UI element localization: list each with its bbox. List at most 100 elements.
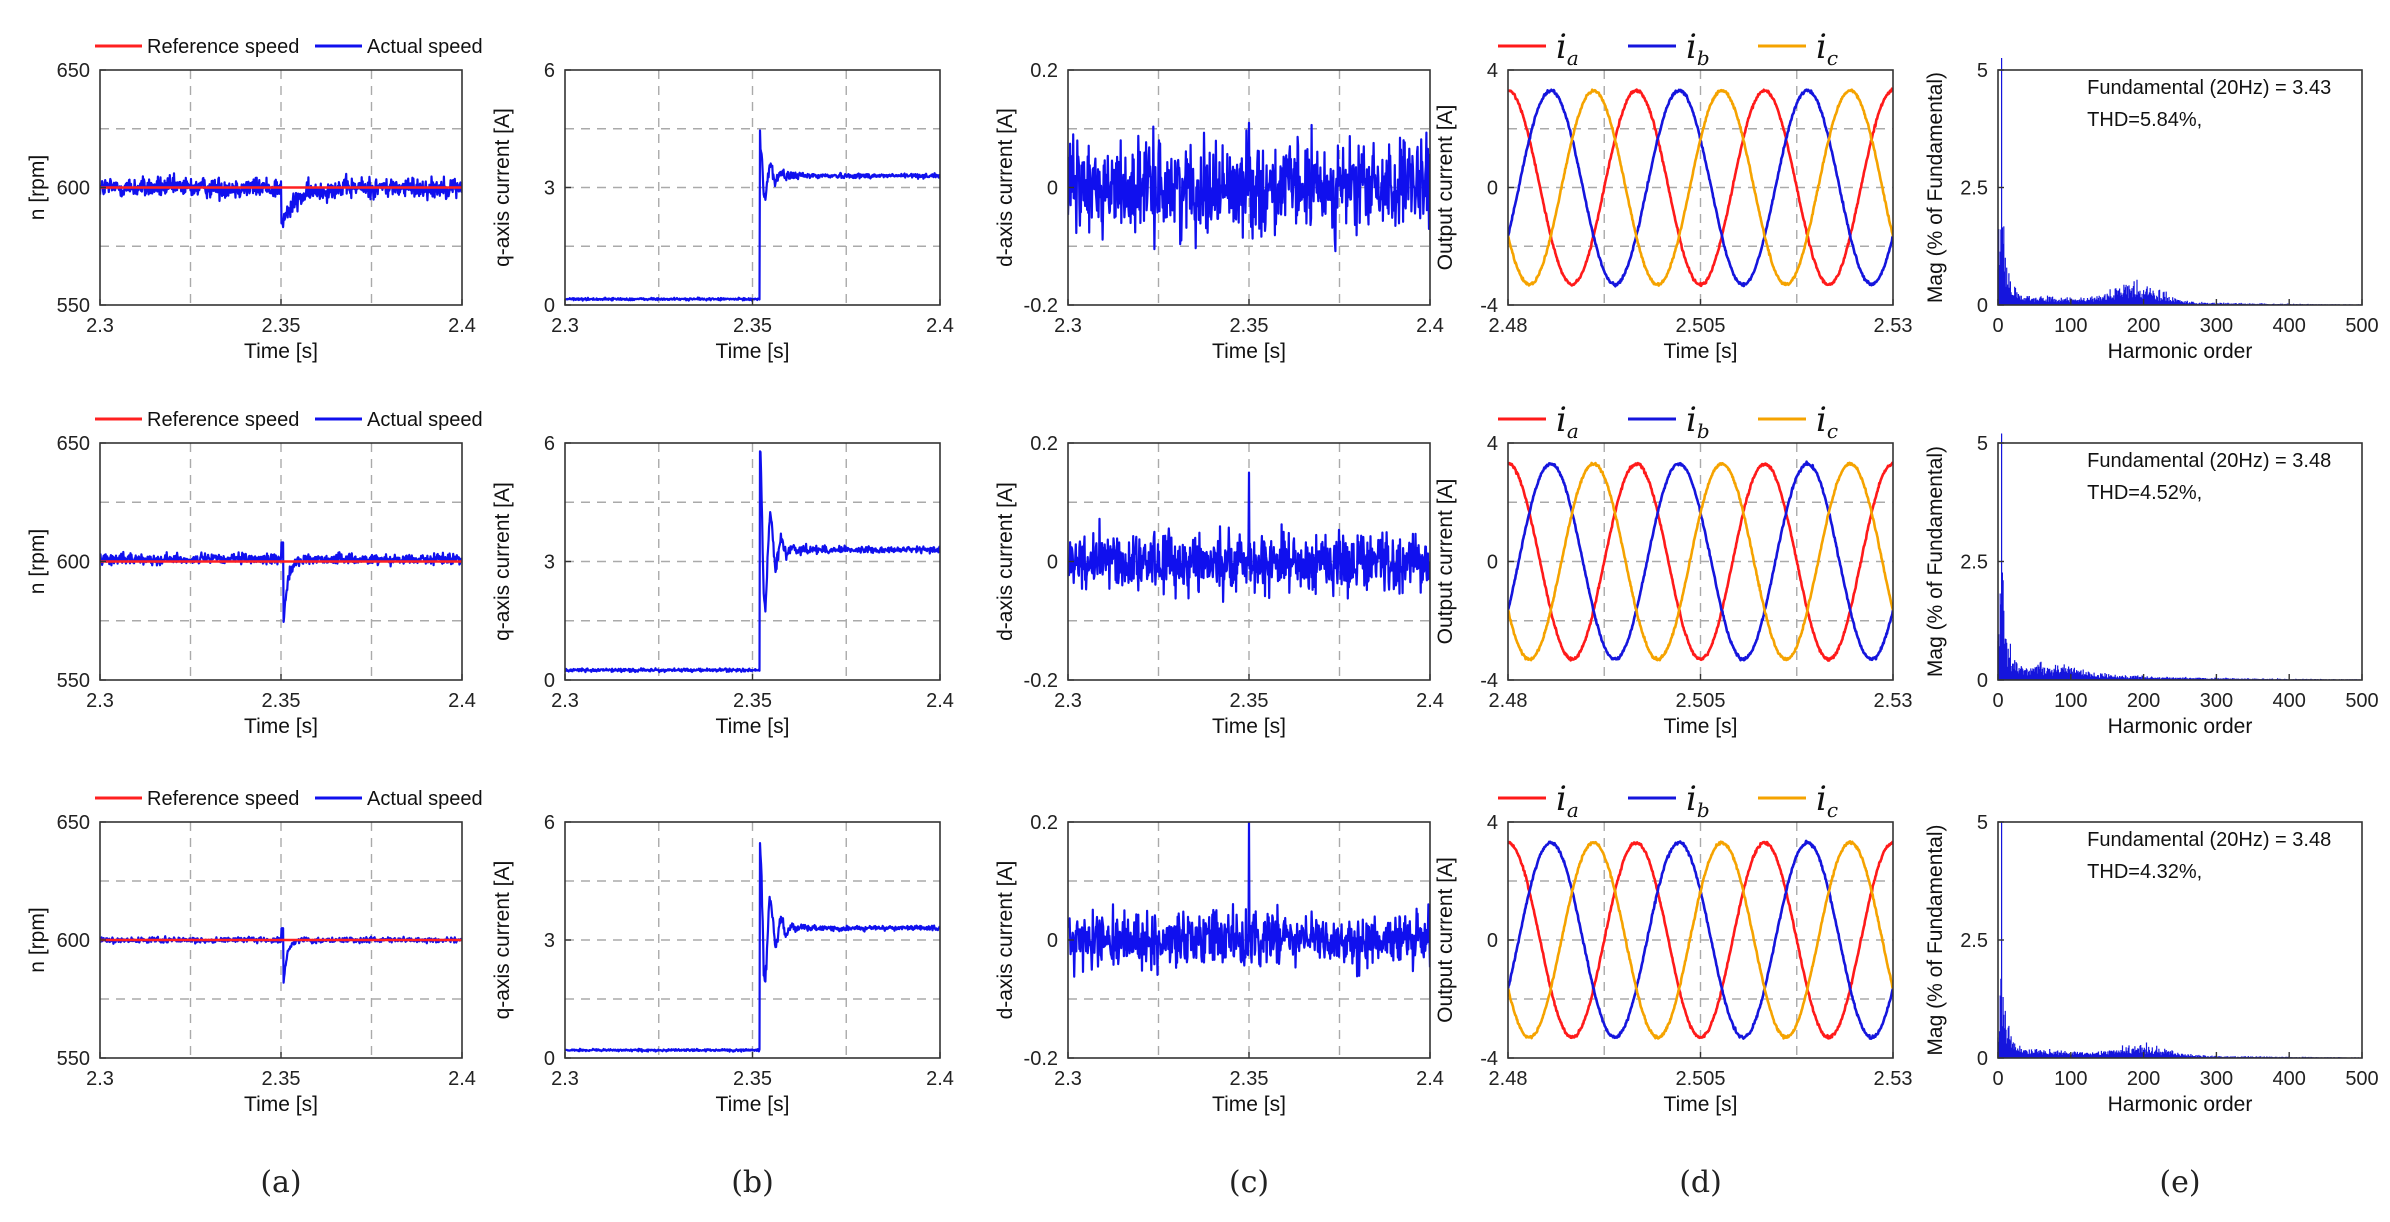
y-axis-label: Mag (% of Fundamental) bbox=[1924, 824, 1947, 1055]
x-axis-label: Time [s] bbox=[1212, 340, 1286, 363]
y-tick-label: 6 bbox=[544, 812, 555, 834]
panel-caption: (c) bbox=[1229, 1165, 1269, 1200]
series-line-ic bbox=[1508, 840, 1893, 1040]
series-line-ia bbox=[1508, 461, 1893, 662]
y-tick-label: 2.5 bbox=[1960, 930, 1988, 952]
x-tick-label: 0 bbox=[1992, 690, 2003, 712]
y-axis-label: q-axis current [A] bbox=[491, 108, 514, 267]
y-tick-label: 0 bbox=[544, 295, 555, 317]
x-axis-label: Harmonic order bbox=[2108, 715, 2253, 738]
y-tick-label: 0 bbox=[1977, 295, 1988, 317]
x-tick-label: 2.3 bbox=[86, 315, 114, 337]
series-line-ia bbox=[1508, 87, 1893, 288]
y-tick-label: 4 bbox=[1487, 433, 1498, 455]
x-axis-label: Time [s] bbox=[1212, 715, 1286, 738]
x-tick-label: 2.35 bbox=[262, 690, 301, 712]
x-tick-label: 2.35 bbox=[1230, 690, 1269, 712]
x-tick-label: 0 bbox=[1992, 315, 2003, 337]
x-tick-label: 2.3 bbox=[86, 1068, 114, 1090]
x-axis-label: Time [s] bbox=[1664, 1093, 1738, 1116]
panel-c1: 2.3 2.35 2.4 -0.2 0 0.2 Time [s] d-axis current… bbox=[994, 60, 1444, 363]
y-tick-label: 3 bbox=[544, 930, 555, 952]
panel-caption: (a) bbox=[260, 1165, 301, 1200]
y-tick-label: 650 bbox=[57, 812, 90, 834]
y-axis-label: d-axis current [A] bbox=[994, 482, 1017, 641]
panel-caption: (b) bbox=[731, 1165, 774, 1200]
y-tick-label: 6 bbox=[544, 433, 555, 455]
legend-label-ib: ib bbox=[1686, 779, 1710, 822]
x-axis-label: Time [s] bbox=[1664, 340, 1738, 363]
x-tick-label: 400 bbox=[2273, 315, 2306, 337]
panel-b1: 2.3 2.35 2.4 0 3 6 Time [s] q-axis current [A] bbox=[491, 60, 954, 363]
x-tick-label: 2.53 bbox=[1874, 315, 1913, 337]
x-axis-label: Time [s] bbox=[1212, 1093, 1286, 1116]
thd-annotation: THD=4.52%, bbox=[2087, 482, 2202, 504]
y-tick-label: 0 bbox=[1487, 552, 1498, 574]
y-tick-label: -4 bbox=[1480, 1048, 1498, 1070]
axes-frame bbox=[1997, 69, 2363, 306]
y-tick-label: 0 bbox=[1977, 1048, 1988, 1070]
x-tick-label: 200 bbox=[2127, 315, 2160, 337]
y-tick-label: 2.5 bbox=[1960, 552, 1988, 574]
x-tick-label: 500 bbox=[2345, 315, 2378, 337]
y-tick-label: 600 bbox=[57, 930, 90, 952]
legend-label-actual: Actual speed bbox=[367, 788, 483, 810]
panel-caption: (d) bbox=[1679, 1165, 1722, 1200]
y-axis-label: q-axis current [A] bbox=[491, 482, 514, 641]
panel-b3: 2.3 2.35 2.4 0 3 6 Time [s] q-axis current [A] bbox=[491, 812, 954, 1116]
panel-c2: 2.3 2.35 2.4 -0.2 0 0.2 Time [s] d-axis current… bbox=[994, 433, 1444, 738]
y-tick-label: 2.5 bbox=[1960, 178, 1988, 200]
x-tick-label: 2.3 bbox=[1054, 690, 1082, 712]
legend-label-reference: Reference speed bbox=[147, 788, 299, 810]
axes-frame bbox=[1997, 442, 2363, 681]
x-axis-label: Time [s] bbox=[244, 715, 318, 738]
y-tick-label: 0 bbox=[544, 1048, 555, 1070]
x-axis-label: Harmonic order bbox=[2108, 1093, 2253, 1116]
x-axis-label: Time [s] bbox=[244, 1093, 318, 1116]
x-tick-label: 100 bbox=[2054, 315, 2087, 337]
series-line-id bbox=[1068, 471, 1430, 603]
x-tick-label: 2.505 bbox=[1675, 690, 1725, 712]
x-tick-label: 2.4 bbox=[926, 315, 954, 337]
y-tick-label: 550 bbox=[57, 670, 90, 692]
x-tick-label: 2.4 bbox=[448, 315, 476, 337]
legend-label-ib: ib bbox=[1686, 400, 1710, 443]
x-tick-label: 2.35 bbox=[262, 315, 301, 337]
series-line-ic bbox=[1508, 461, 1893, 662]
x-tick-label: 2.4 bbox=[1416, 690, 1444, 712]
series-line-actual-speed bbox=[100, 172, 462, 229]
panel-caption: (e) bbox=[2159, 1165, 2200, 1200]
y-tick-label: 0 bbox=[1047, 178, 1058, 200]
thd-annotation: THD=4.32%, bbox=[2087, 861, 2202, 883]
x-tick-label: 2.3 bbox=[1054, 1068, 1082, 1090]
x-tick-label: 2.3 bbox=[551, 690, 579, 712]
x-axis-label: Time [s] bbox=[716, 1093, 790, 1116]
y-tick-label: 3 bbox=[544, 178, 555, 200]
x-tick-label: 2.4 bbox=[448, 690, 476, 712]
x-tick-label: 2.505 bbox=[1675, 1068, 1725, 1090]
axes-frame bbox=[1997, 821, 2363, 1059]
x-tick-label: 400 bbox=[2273, 1068, 2306, 1090]
x-tick-label: 2.4 bbox=[1416, 1068, 1444, 1090]
x-tick-label: 2.505 bbox=[1675, 315, 1725, 337]
x-tick-label: 2.53 bbox=[1874, 1068, 1913, 1090]
y-tick-label: -4 bbox=[1480, 295, 1498, 317]
panel-d2: 2.48 2.505 2.53 -4 0 4 Time [s] Output current … bbox=[1434, 400, 1912, 738]
panel-d1: 2.48 2.505 2.53 -4 0 4 Time [s] Output current … bbox=[1434, 27, 1912, 363]
y-axis-label: Output current [A] bbox=[1434, 105, 1457, 271]
x-tick-label: 2.3 bbox=[551, 1068, 579, 1090]
x-tick-label: 0 bbox=[1992, 1068, 2003, 1090]
series-line-iq bbox=[565, 129, 940, 302]
panel-e2: Fundamental (20Hz) = 3.48 THD=4.52%, 0 100 2… bbox=[1924, 433, 2379, 738]
x-tick-label: 300 bbox=[2200, 690, 2233, 712]
y-tick-label: 4 bbox=[1487, 812, 1498, 834]
legend-label-ic: ic bbox=[1816, 27, 1838, 70]
fundamental-annotation: Fundamental (20Hz) = 3.48 bbox=[2087, 829, 2331, 851]
thd-annotation: THD=5.84%, bbox=[2087, 109, 2202, 131]
series-line-iq bbox=[565, 842, 940, 1053]
panel-a1: 2.3 2.35 2.4 550 600 650 Time [s] n [rpm] Refere… bbox=[26, 36, 483, 363]
x-tick-label: 2.48 bbox=[1489, 315, 1528, 337]
y-tick-label: 4 bbox=[1487, 60, 1498, 82]
y-tick-label: 0 bbox=[1977, 670, 1988, 692]
